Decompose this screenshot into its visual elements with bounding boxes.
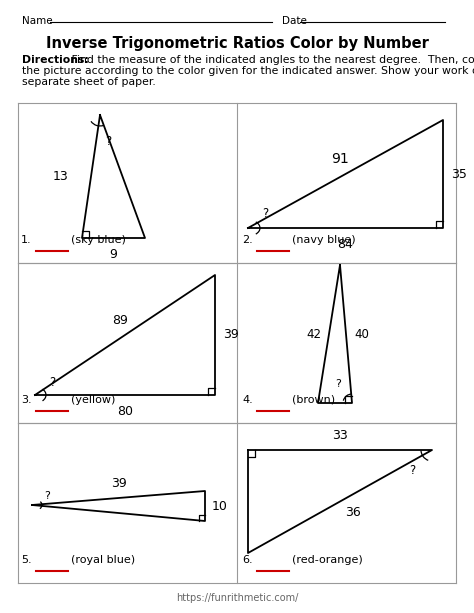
Text: 91: 91 [332, 152, 349, 166]
Text: 89: 89 [112, 314, 128, 327]
Text: 13: 13 [52, 170, 68, 183]
Text: 36: 36 [345, 506, 361, 519]
Text: Inverse Trigonometric Ratios Color by Number: Inverse Trigonometric Ratios Color by Nu… [46, 36, 428, 51]
Text: 40: 40 [354, 327, 369, 340]
Text: (brown): (brown) [292, 395, 335, 405]
Text: (sky blue): (sky blue) [71, 235, 126, 245]
Text: ?: ? [335, 379, 341, 389]
Text: Find the measure of the indicated angles to the nearest degree.  Then, color: Find the measure of the indicated angles… [68, 55, 474, 65]
Text: (red-orange): (red-orange) [292, 555, 363, 565]
Text: (royal blue): (royal blue) [71, 555, 135, 565]
Text: 35: 35 [451, 167, 467, 180]
Text: (navy blue): (navy blue) [292, 235, 356, 245]
Text: ?: ? [409, 464, 415, 477]
Text: ?: ? [44, 491, 50, 501]
Text: 2.: 2. [242, 235, 253, 245]
Text: 1.: 1. [21, 235, 32, 245]
Text: (yellow): (yellow) [71, 395, 115, 405]
Text: 5.: 5. [21, 555, 32, 565]
Text: separate sheet of paper.: separate sheet of paper. [22, 77, 156, 87]
Text: 4.: 4. [242, 395, 253, 405]
Text: ?: ? [105, 135, 111, 148]
Text: 42: 42 [306, 327, 321, 340]
Text: Date: Date [282, 16, 307, 26]
Text: ?: ? [262, 207, 268, 220]
Text: https://funrithmetic.com/: https://funrithmetic.com/ [176, 593, 298, 603]
Text: 10: 10 [212, 500, 228, 512]
Text: 84: 84 [337, 238, 354, 251]
Text: Name: Name [22, 16, 53, 26]
Text: ?: ? [49, 376, 55, 389]
Text: 39: 39 [223, 329, 239, 341]
Text: 33: 33 [332, 429, 348, 442]
Text: 3.: 3. [21, 395, 32, 405]
Text: Directions:: Directions: [22, 55, 89, 65]
Text: 9: 9 [109, 248, 118, 261]
Text: 80: 80 [117, 405, 133, 418]
Text: 39: 39 [110, 477, 127, 490]
Text: 6.: 6. [242, 555, 253, 565]
Text: the picture according to the color given for the indicated answer. Show your wor: the picture according to the color given… [22, 66, 474, 76]
